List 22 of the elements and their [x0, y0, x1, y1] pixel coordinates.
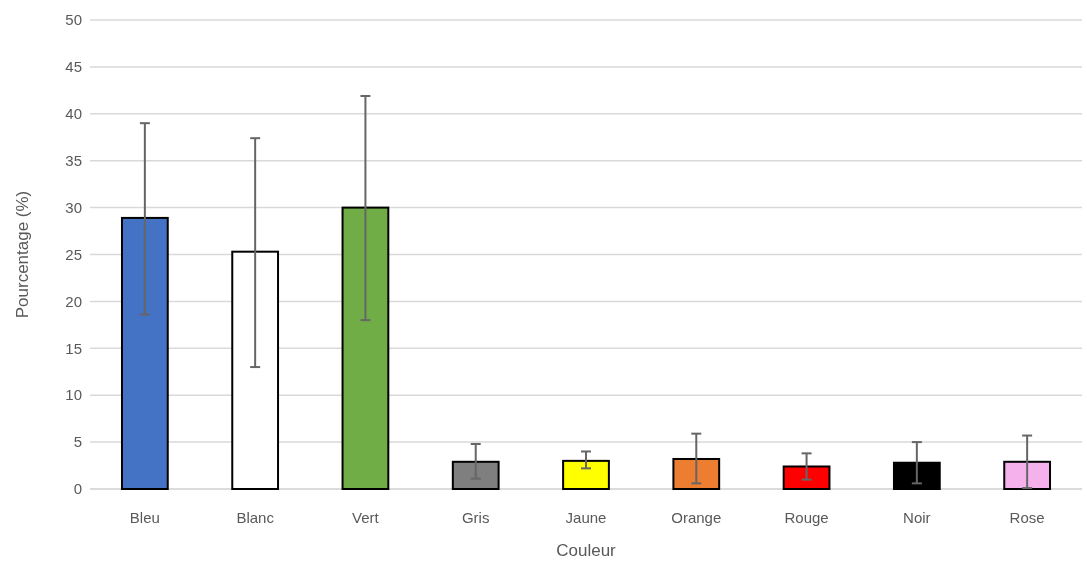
x-tick-label: Orange — [671, 509, 722, 526]
y-tick-label: 40 — [65, 105, 82, 123]
x-axis-title: Couleur — [556, 541, 617, 560]
y-axis-title: Pourcentage (%) — [13, 190, 32, 319]
x-tick-label: Blanc — [236, 509, 275, 526]
x-tick-label: Rose — [1009, 509, 1045, 526]
y-tick-label: 0 — [73, 480, 82, 498]
y-tick-label: 5 — [73, 433, 82, 451]
y-tick-label: 35 — [65, 151, 82, 169]
x-tick-label: Bleu — [129, 509, 160, 526]
y-tick-label: 45 — [65, 58, 82, 76]
x-tick-label: Gris — [461, 509, 490, 526]
y-tick-label: 15 — [65, 339, 82, 357]
x-tick-label: Rouge — [784, 509, 829, 526]
x-tick-label: Vert — [352, 509, 380, 526]
y-tick-label: 30 — [65, 198, 82, 216]
y-tick-label: 25 — [65, 245, 82, 263]
y-tick-label: 50 — [65, 11, 82, 29]
x-tick-label: Noir — [903, 509, 931, 526]
x-tick-label: Jaune — [565, 509, 607, 526]
y-tick-label: 10 — [65, 386, 82, 404]
y-tick-label: 20 — [65, 292, 82, 310]
